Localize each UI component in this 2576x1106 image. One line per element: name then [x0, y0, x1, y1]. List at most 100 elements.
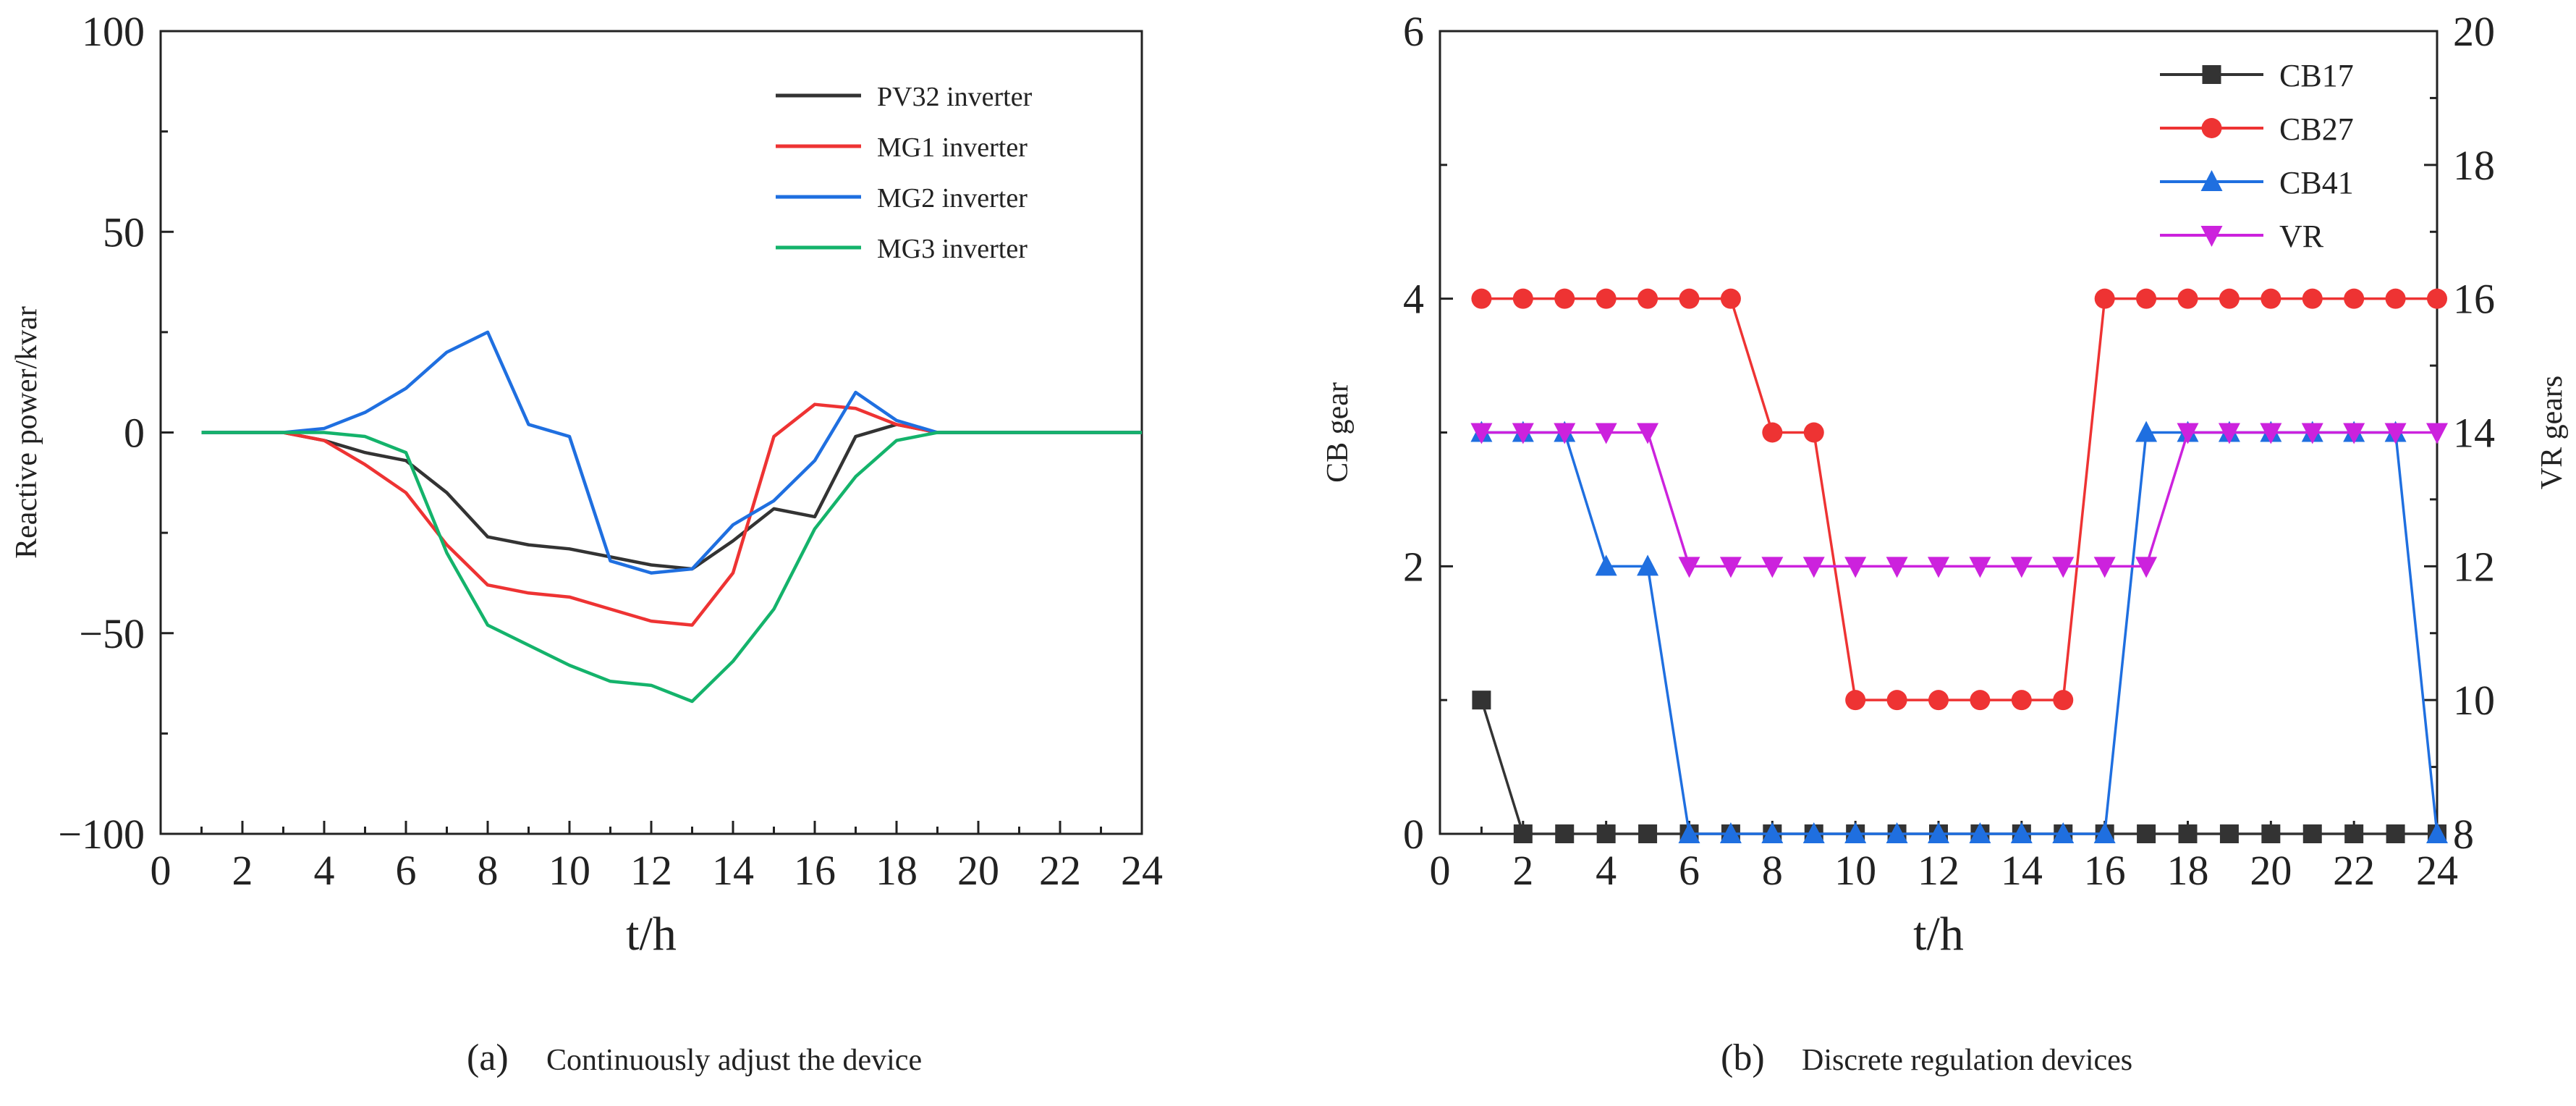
chart-b-legend-marker	[2200, 170, 2223, 191]
chart-b-legend-marker	[2201, 118, 2222, 138]
chart-b-point-vr	[1802, 557, 1825, 578]
chart-b-point-vr	[1969, 557, 1991, 578]
chart-b-x-tick-label: 16	[2084, 847, 2126, 894]
chart-b-y2-tick-label: 12	[2453, 543, 2495, 590]
chart-b-y2-tick-label: 8	[2453, 811, 2474, 858]
chart-b-series-line-cb41	[1481, 431, 2439, 835]
chart-a-x-tick-label: 22	[1039, 847, 1081, 894]
caption-b-tag: (b)	[1721, 1037, 1765, 1078]
chart-b-x-tick-label: 18	[2167, 847, 2209, 894]
chart-b-x-tick-label: 6	[1679, 847, 1700, 894]
chart-b-point-cb17	[2302, 824, 2322, 843]
chart-b-series-line-cb17	[1480, 699, 2437, 835]
chart-b-y-tick-label: 6	[1403, 8, 1424, 55]
chart-b-point-cb41	[2093, 822, 2116, 843]
chart-b-point-cb17	[2386, 824, 2405, 843]
chart-b-point-cb17	[2178, 824, 2198, 843]
chart-b-y2-tick-label: 20	[2453, 8, 2495, 55]
chart-a-series-line-mg3-inverter	[201, 431, 1142, 704]
chart-a-x-tick-label: 24	[1121, 847, 1163, 894]
chart-a-y-tick-label: 100	[82, 8, 145, 55]
chart-b-x-tick-label: 22	[2333, 847, 2375, 894]
chart-a-legend-label: PV32 inverter	[877, 82, 1033, 112]
chart-b-point-cb41	[1719, 822, 1742, 843]
caption-a-tag: (a)	[467, 1037, 509, 1078]
chart-b-point-cb27	[2385, 288, 2406, 309]
chart-b-point-vr	[2010, 557, 2033, 578]
chart-a-legend-label: MG3 inverter	[877, 234, 1028, 264]
chart-b-point-cb27	[2011, 690, 2032, 711]
chart-a-y-tick-label: 50	[103, 208, 145, 256]
chart-b-x-tick-label: 12	[1918, 847, 1959, 894]
chart-a-x-tick-label: 6	[396, 847, 417, 894]
chart-b-point-cb17	[1555, 824, 1575, 843]
chart-b-point-cb27	[2261, 288, 2281, 309]
chart-b-legend-label: CB27	[2279, 111, 2354, 147]
chart-b-x-tick-label: 8	[1762, 847, 1783, 894]
chart-a-x-tick-label: 14	[712, 847, 754, 894]
chart-b-point-vr	[2135, 557, 2158, 578]
chart-b-y-tick-label: 0	[1403, 811, 1424, 858]
chart-a-x-tick-label: 18	[876, 847, 918, 894]
chart-b-point-vr	[1512, 423, 1534, 444]
caption-b-text: Discrete regulation devices	[1802, 1044, 2132, 1077]
chart-b-legend-marker	[2202, 65, 2221, 84]
chart-b-x-tick-label: 2	[1512, 847, 1533, 894]
chart-b-point-vr	[1554, 423, 1576, 444]
chart-b-y2-tick-label: 14	[2453, 410, 2495, 457]
chart-b-point-cb27	[1970, 690, 1991, 711]
chart-b-point-vr	[2301, 423, 2323, 444]
chart-b-point-cb41	[1969, 822, 1991, 843]
chart-b-y-axis-label: CB gear	[1321, 382, 1355, 483]
chart-b-point-cb27	[1637, 288, 1658, 309]
chart-b-point-cb27	[2177, 288, 2198, 309]
chart-b-y2-tick-label: 18	[2453, 142, 2495, 189]
chart-b-point-vr	[1637, 423, 1659, 444]
chart-b-legend-label: CB17	[2279, 58, 2354, 93]
chart-b-point-cb41	[2010, 822, 2033, 843]
chart-b-point-cb41	[1637, 554, 1659, 576]
chart-b-point-vr	[1678, 557, 1700, 578]
chart-a-x-axis-label: t/h	[626, 908, 677, 961]
chart-b-point-vr	[2384, 423, 2407, 444]
chart-b-point-cb27	[1886, 690, 1907, 711]
chart-b-point-vr	[1719, 557, 1742, 578]
chart-b-point-cb41	[1761, 822, 1784, 843]
chart-b-point-cb17	[2219, 824, 2239, 843]
chart-b-point-cb41	[1802, 822, 1825, 843]
chart-b-point-vr	[2260, 423, 2282, 444]
chart-b-point-cb17	[1596, 824, 1616, 843]
chart-b-x-tick-label: 4	[1596, 847, 1617, 894]
chart-b-point-vr	[1886, 557, 1908, 578]
chart-a-series-line-mg1-inverter	[201, 402, 1142, 627]
chart-a-x-tick-label: 16	[794, 847, 836, 894]
chart-b-point-cb27	[1928, 690, 1949, 711]
chart-b-point-cb27	[1803, 422, 1824, 443]
chart-b-point-cb27	[1720, 288, 1741, 309]
chart-a-x-tick-label: 10	[548, 847, 590, 894]
chart-b-point-cb17	[2261, 824, 2281, 843]
chart-b-y2-tick-label: 16	[2453, 276, 2495, 323]
chart-a-y-tick-label: −50	[79, 610, 145, 657]
chart-a-y-axis-label: Reactive power/kvar	[10, 306, 43, 559]
chart-b-point-vr	[2426, 423, 2448, 444]
chart-b-y-tick-label: 2	[1403, 543, 1424, 590]
chart-a-series-line-pv32-inverter	[201, 423, 1142, 571]
chart-a-x-tick-label: 12	[630, 847, 672, 894]
chart-b-point-cb27	[1554, 288, 1575, 309]
chart-b-point-cb27	[2053, 690, 2074, 711]
chart-b-x-tick-label: 14	[2001, 847, 2043, 894]
chart-b-point-cb27	[2427, 288, 2447, 309]
chart-b-point-vr	[1844, 557, 1867, 578]
chart-b-point-cb27	[2219, 288, 2240, 309]
chart-b-point-cb27	[1471, 288, 1492, 309]
chart-a-y-tick-label: −100	[58, 811, 145, 858]
chart-b-point-cb17	[2344, 824, 2364, 843]
chart-b-point-vr	[2093, 557, 2116, 578]
chart-b-legend-marker	[2200, 226, 2223, 247]
chart-b-point-cb41	[2135, 421, 2158, 442]
chart-b-point-cb27	[1596, 288, 1617, 309]
chart-b-point-vr	[2218, 423, 2240, 444]
chart-b-point-cb27	[2136, 288, 2157, 309]
